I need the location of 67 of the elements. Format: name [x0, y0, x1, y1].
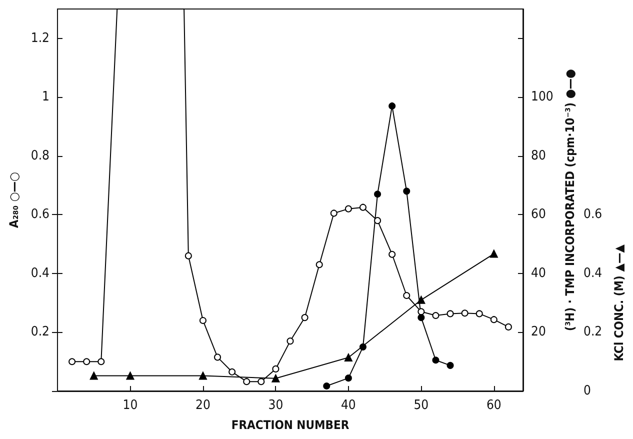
point [228, 368, 236, 376]
point [461, 310, 468, 317]
point [199, 316, 206, 324]
point [344, 374, 352, 382]
point [417, 296, 426, 304]
y-tick-label: 1.2 [30, 30, 50, 46]
y3-tick-label: 0 [584, 384, 591, 398]
point [272, 374, 280, 382]
x-tick-label: 20 [196, 398, 210, 413]
x-tick-label: 50 [414, 398, 429, 413]
x-axis-title: FRACTION NUMBER [231, 418, 350, 432]
y3-tick-label: 0.2 [584, 324, 602, 340]
point [243, 378, 250, 386]
point [90, 372, 98, 380]
point [374, 190, 382, 198]
y2-tick-label: 20 [531, 324, 546, 340]
y-tick-label: 0.6 [30, 207, 50, 222]
point [301, 314, 308, 322]
y-tick-label: 0.8 [30, 148, 50, 164]
point [388, 250, 396, 258]
point [403, 292, 410, 299]
point [388, 102, 396, 110]
point [359, 343, 366, 350]
point [418, 314, 425, 322]
point [490, 316, 498, 324]
point [418, 308, 425, 316]
y3-tick-label: 0.6 [584, 207, 602, 222]
point [286, 338, 294, 345]
point [359, 204, 366, 211]
y2-tick-label: 100 [531, 90, 554, 105]
point [344, 354, 352, 362]
point [344, 205, 352, 212]
point [83, 358, 90, 366]
y-tick-label: 1 [42, 90, 50, 105]
point [403, 188, 410, 195]
point [272, 365, 280, 372]
point [446, 362, 454, 369]
y3-axis-title: KCl CONC. (M) ▲—▲ [612, 244, 626, 362]
point [374, 217, 382, 224]
x-tick-label: 10 [122, 398, 138, 413]
point [432, 356, 440, 364]
point [330, 210, 338, 217]
x-tick-label: 30 [268, 398, 284, 413]
point [126, 372, 134, 380]
point [476, 310, 483, 318]
point [446, 310, 454, 318]
point [184, 252, 192, 260]
point [490, 250, 498, 258]
point [432, 312, 440, 319]
point [323, 382, 330, 390]
y2-axis-title: (³H) · TMP INCORPORATED (cpm·10⁻³) ●—● [563, 69, 578, 331]
y-tick-label: 0.2 [30, 324, 50, 340]
y2-tick-label: 60 [531, 207, 546, 222]
point [316, 261, 323, 268]
y-axis-title: A₂₈₀ ○—○ [7, 172, 21, 228]
y2-tick-label: 40 [531, 266, 546, 281]
point [504, 323, 512, 330]
point [68, 358, 76, 366]
point [198, 372, 207, 380]
point [258, 378, 265, 386]
y-tick-label: 0.4 [30, 266, 50, 281]
point [98, 358, 105, 366]
x-tick-label: 40 [340, 398, 356, 413]
point [214, 354, 222, 361]
y3-tick-label: 0.4 [584, 266, 602, 281]
y2-tick-label: 80 [531, 148, 546, 164]
x-tick-label: 60 [486, 398, 502, 413]
